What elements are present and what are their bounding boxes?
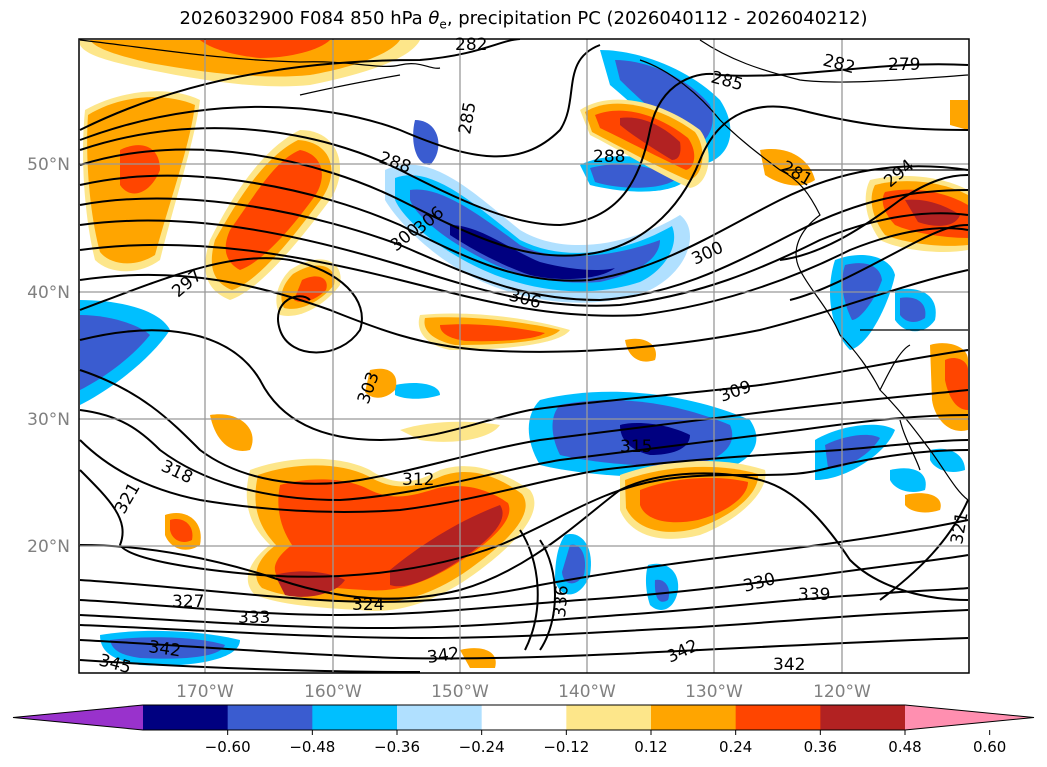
- contour-labels: 282 279 285 282 285 288 288 281 294 306 …: [97, 35, 973, 678]
- colorbar-tick-label: 0.12: [634, 738, 667, 756]
- map-title: 2026032900 F084 850 hPa θe, precipitatio…: [179, 8, 868, 32]
- colorbar-extend-low: [13, 705, 143, 730]
- theta-e-contours: [79, 39, 969, 673]
- lon-label: 140°W: [558, 682, 616, 702]
- colorbar-box: [481, 705, 567, 730]
- contour-label: 312: [402, 470, 434, 490]
- contour-label: 342: [773, 655, 805, 675]
- map-frame: [78, 38, 970, 674]
- colorbar-tick-label: −0.48: [289, 738, 335, 756]
- colorbar-box: [735, 705, 821, 730]
- contour-label: 342: [147, 637, 182, 661]
- colorbar-box: [566, 705, 652, 730]
- contour-label: 333: [238, 608, 270, 628]
- graticule: [79, 39, 969, 673]
- colorbar-box: [651, 705, 737, 730]
- lon-label: 170°W: [176, 682, 234, 702]
- colorbar: [12, 704, 1035, 731]
- lon-label: 120°W: [813, 682, 871, 702]
- map-background: [79, 39, 969, 673]
- lat-label: 30°N: [27, 410, 70, 430]
- colorbar-box: [143, 705, 229, 730]
- contour-label: 324: [352, 595, 384, 615]
- longitude-labels: 170°W 160°W 150°W 140°W 130°W 120°W: [176, 682, 871, 702]
- coastlines: [79, 39, 969, 501]
- colorbar-tick-label: −0.24: [459, 738, 505, 756]
- colorbar-extend-high: [905, 705, 1034, 730]
- colorbar-tick-label: 0.36: [804, 738, 837, 756]
- colorbar-tick-label: −0.12: [543, 738, 589, 756]
- colorbar-outline: [12, 704, 1035, 731]
- colorbar-tick-label: −0.36: [374, 738, 420, 756]
- lat-label: 20°N: [27, 537, 70, 557]
- contour-label: 339: [798, 585, 830, 605]
- lon-label: 160°W: [304, 682, 362, 702]
- colorbar-box: [227, 705, 313, 730]
- contour-label: 327: [172, 592, 204, 612]
- lat-label: 40°N: [27, 283, 70, 303]
- colorbar-tick-label: −0.60: [205, 738, 251, 756]
- colorbar-ticks: −0.60 −0.48 −0.36 −0.24 −0.12 0.12 0.24 0.36 0.4…: [205, 730, 1006, 756]
- colorbar-box: [312, 705, 398, 730]
- contour-label: 279: [888, 55, 920, 75]
- lon-label: 130°W: [685, 682, 743, 702]
- contour-label: 282: [455, 35, 487, 55]
- precip-fields: [80, 40, 968, 668]
- lat-label: 50°N: [27, 155, 70, 175]
- lon-label: 150°W: [431, 682, 489, 702]
- contour-label: 288: [593, 147, 625, 167]
- contour-label: 315: [620, 437, 652, 457]
- latitude-labels: 50°N 40°N 30°N 20°N: [27, 155, 70, 557]
- colorbar-box: [820, 705, 906, 730]
- contour-label: 342: [426, 644, 461, 668]
- contour-label: 336: [550, 584, 573, 618]
- colorbar-tick-label: 0.48: [888, 738, 921, 756]
- colorbar-tick-label: 0.60: [973, 738, 1006, 756]
- colorbar-box: [397, 705, 483, 730]
- colorbar-tick-label: 0.24: [719, 738, 752, 756]
